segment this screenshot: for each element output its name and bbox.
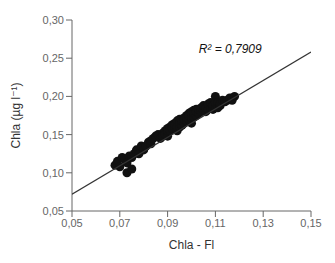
svg-text:0,07: 0,07 (109, 217, 130, 229)
svg-text:Chla - Fl: Chla - Fl (169, 238, 214, 252)
svg-text:0,05: 0,05 (43, 205, 64, 217)
svg-text:Chla (µg l⁻¹): Chla (µg l⁻¹) (9, 83, 23, 149)
svg-text:0,20: 0,20 (43, 90, 64, 102)
svg-text:0,11: 0,11 (205, 217, 226, 229)
svg-text:R² = 0,7909: R² = 0,7909 (199, 42, 262, 56)
svg-text:0,30: 0,30 (43, 14, 64, 26)
svg-text:0,15: 0,15 (300, 217, 321, 229)
svg-text:0,25: 0,25 (43, 52, 64, 64)
svg-text:0,05: 0,05 (61, 217, 82, 229)
svg-text:0,13: 0,13 (252, 217, 273, 229)
svg-text:0,09: 0,09 (157, 217, 178, 229)
svg-text:0,15: 0,15 (43, 129, 64, 141)
svg-text:0,10: 0,10 (43, 167, 64, 179)
